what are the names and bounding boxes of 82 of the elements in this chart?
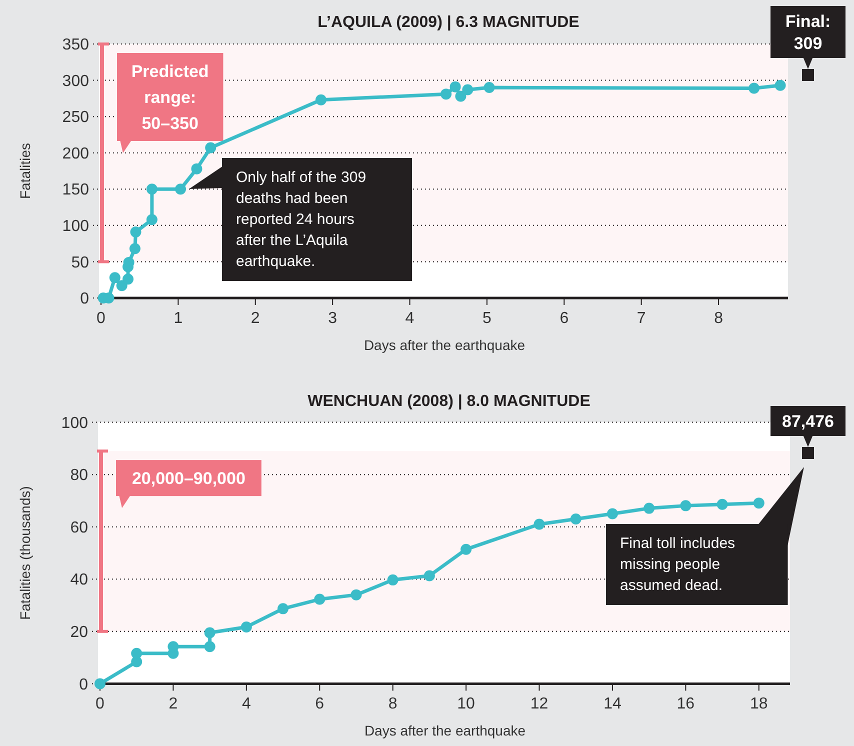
chart-title: WENCHUAN (2008) | 8.0 MAGNITUDE <box>308 393 591 410</box>
point <box>484 82 495 94</box>
point <box>606 508 618 520</box>
point <box>240 621 252 632</box>
point <box>753 498 764 509</box>
x-tick-label: 12 <box>530 696 548 713</box>
y-tick-label: 40 <box>70 572 88 589</box>
point <box>774 80 786 91</box>
point <box>131 648 142 659</box>
point <box>315 94 326 106</box>
point <box>191 163 202 174</box>
y-axis-title: Fatalities (thousands) <box>17 486 33 620</box>
point <box>387 574 398 586</box>
point <box>350 589 362 600</box>
point <box>424 570 435 582</box>
band-label: Predicted range: 50–350 <box>131 62 209 133</box>
point <box>534 518 545 530</box>
y-tick-label: 100 <box>61 414 88 432</box>
x-tick-label: 0 <box>96 310 106 327</box>
x-tick-label: 16 <box>676 696 695 713</box>
x-tick-label: 6 <box>560 310 569 327</box>
point <box>129 243 140 254</box>
x-tick-label: 14 <box>604 696 622 713</box>
x-tick-label: 5 <box>482 310 492 327</box>
point <box>440 88 452 100</box>
point <box>175 184 186 195</box>
x-tick-label: 2 <box>168 696 178 713</box>
y-tick-label: 300 <box>62 72 90 90</box>
point <box>644 502 655 514</box>
x-tick-label: 7 <box>636 310 646 327</box>
point <box>748 82 760 94</box>
y-tick-label: 100 <box>62 218 90 236</box>
y-tick-label: 0 <box>79 676 88 694</box>
y-tick-label: 60 <box>70 519 88 536</box>
x-tick-label: 4 <box>242 696 251 713</box>
point <box>460 544 472 555</box>
x-axis-title: Days after the earthquake <box>364 722 526 739</box>
point <box>205 142 216 154</box>
x-tick-label: 8 <box>388 696 398 713</box>
y-tick-label: 250 <box>62 109 90 126</box>
band-label: 20,000–90,000 <box>132 469 246 488</box>
y-tick-label: 200 <box>62 145 90 162</box>
x-axis-title: Days after the earthquake <box>364 337 526 353</box>
point <box>146 214 158 226</box>
annotation: Only half of the 309 deaths had been reported 24 hours after the L’Aquila earthquake. <box>236 169 366 270</box>
x-tick-label: 6 <box>315 696 324 713</box>
y-tick-label: 350 <box>62 36 90 54</box>
point <box>146 184 158 195</box>
point <box>455 90 466 102</box>
point <box>716 498 728 510</box>
annotation: Final toll includes missing people assumed dead. <box>620 535 736 594</box>
point <box>204 627 216 638</box>
point <box>450 81 461 92</box>
point <box>462 84 474 96</box>
y-tick-label: 0 <box>80 290 90 308</box>
annotation: Final: 309 <box>785 12 831 53</box>
annotation: 87,476 <box>782 412 834 431</box>
point <box>570 514 582 525</box>
point <box>278 603 289 614</box>
label-callout: Predicted range: 50–350 <box>117 53 224 153</box>
label-callout: 20,000–90,000 <box>116 460 262 508</box>
y-tick-label: 20 <box>70 624 88 642</box>
point <box>204 641 216 652</box>
x-tick-label: 3 <box>328 310 338 327</box>
point <box>122 274 134 285</box>
point <box>94 678 106 690</box>
x-tick-label: 18 <box>750 696 768 713</box>
x-tick-label: 1 <box>174 310 183 327</box>
x-tick-label: 0 <box>96 696 105 713</box>
y-axis-title: Fatalities <box>17 142 33 200</box>
point <box>314 594 326 605</box>
x-tick-label: 10 <box>457 696 476 713</box>
x-tick-label: 2 <box>250 310 260 327</box>
y-tick-label: 80 <box>70 467 88 484</box>
y-tick-label: 150 <box>62 182 90 199</box>
y-tick-label: 50 <box>71 254 90 272</box>
x-tick-label: 4 <box>405 310 414 327</box>
point <box>680 500 692 512</box>
chart-title: L’AQUILA (2009) | 6.3 MAGNITUDE <box>318 14 580 31</box>
point <box>109 272 120 284</box>
point <box>130 226 142 238</box>
x-tick-label: 8 <box>714 310 724 327</box>
